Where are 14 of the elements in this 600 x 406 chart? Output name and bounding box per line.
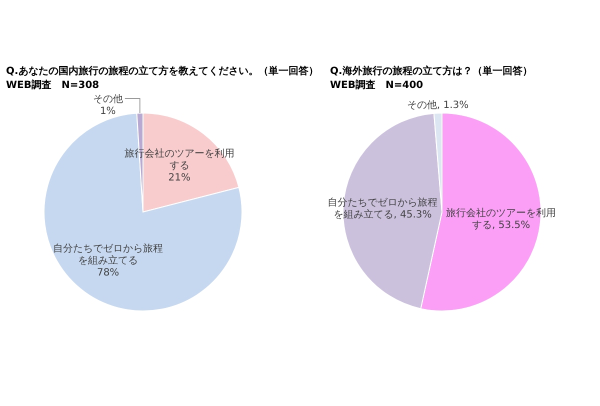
slice-label: 自分たちでゼロから旅程を組み立てる, 45.3% (328, 196, 438, 220)
slice-label: その他 (92, 93, 123, 106)
data-label: 1% (100, 106, 116, 118)
slice-label: 旅行会社のツアーを利用する, 53.5% (446, 206, 556, 231)
data-label: 78% (96, 268, 120, 279)
chart-title: Q.あなたの国内旅行の旅程の立て方を教えてください。（単一回答） (6, 65, 318, 79)
chart-title: Q.海外旅行の旅程の立て方は？（単一回答） (330, 65, 532, 79)
slice-label: 旅行会社のツアーを利用する (124, 148, 234, 172)
data-label: 21% (168, 172, 191, 184)
chart-subtitle: WEB調査 N=400 (330, 79, 424, 93)
pie-slice (44, 112, 242, 312)
slice-label: 自分たちでゼロから旅程を組み立てる (53, 242, 164, 267)
chart-subtitle: WEB調査 N=308 (6, 79, 100, 93)
slice-label: その他, 1.3% (406, 99, 469, 112)
